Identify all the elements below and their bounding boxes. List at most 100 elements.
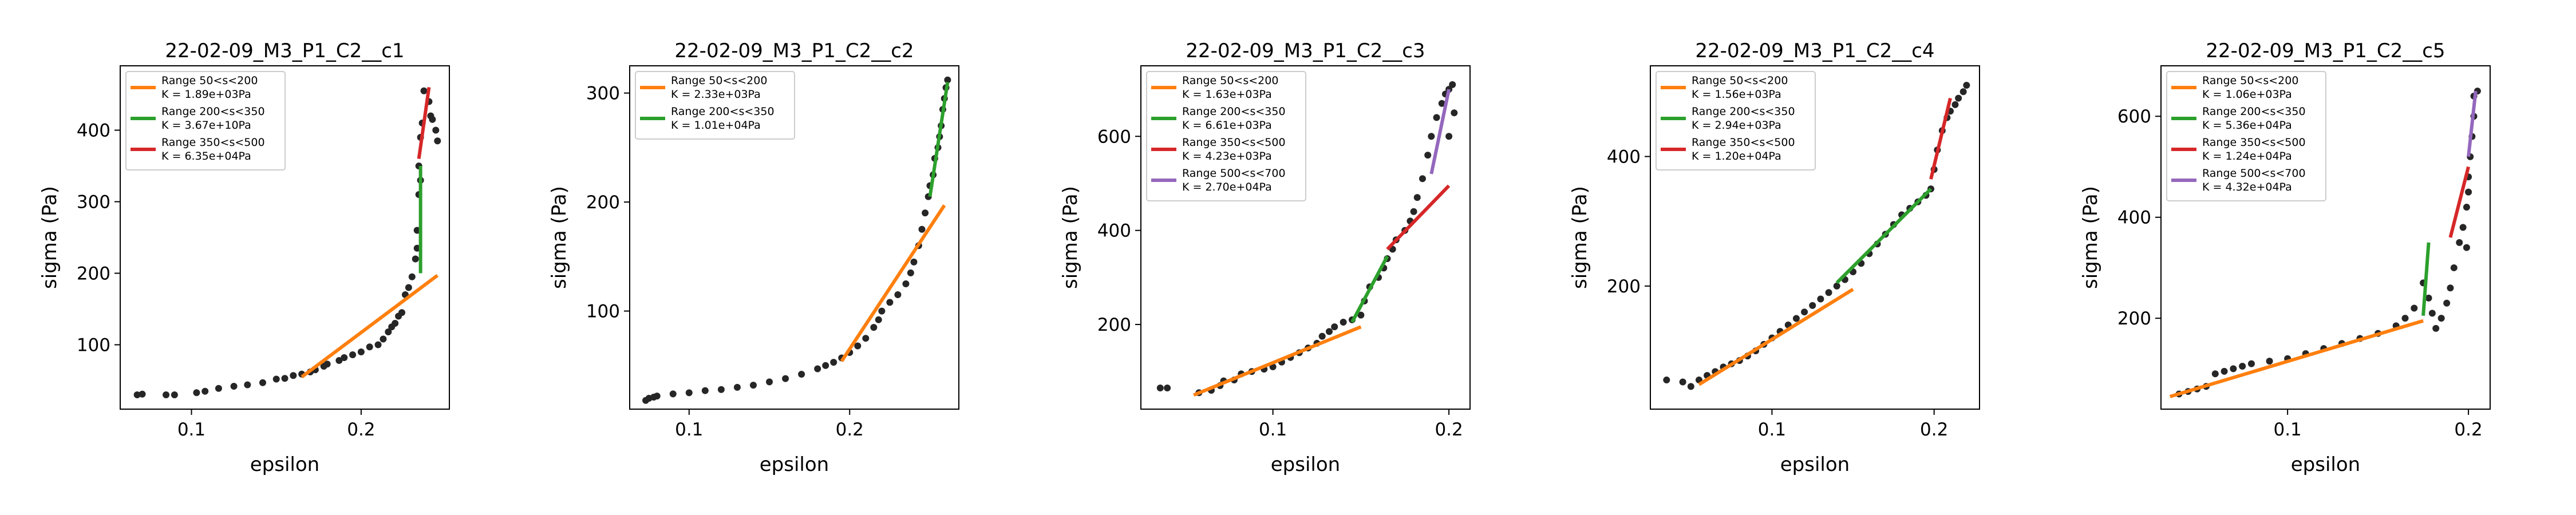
data-point — [1792, 315, 1800, 322]
legend-k-value: K = 1.56e+03Pa — [1692, 88, 1781, 101]
legend-label: Range 50<s<200 — [1182, 74, 1278, 87]
data-point — [2463, 204, 2470, 211]
legend-label: Range 350<s<500 — [1182, 136, 1286, 149]
fit-line — [928, 82, 950, 197]
legend-label: Range 200<s<350 — [1692, 105, 1795, 118]
legend-k-value: K = 6.61e+03Pa — [1182, 119, 1272, 132]
fit-line — [2421, 242, 2431, 316]
x-axis-label: epsilon — [760, 453, 829, 476]
data-point — [830, 359, 837, 366]
x-tick-label: 0.1 — [177, 419, 206, 440]
x-tick-label: 0.1 — [675, 419, 703, 440]
data-point — [1801, 308, 1808, 316]
fit-line — [417, 87, 431, 159]
data-point — [886, 299, 894, 306]
data-point — [862, 335, 870, 342]
data-point — [944, 76, 951, 84]
data-point — [766, 378, 773, 386]
data-point — [405, 284, 412, 291]
data-point — [733, 383, 741, 391]
data-point — [374, 341, 382, 348]
data-point — [412, 255, 419, 263]
data-point — [1809, 302, 1816, 309]
data-point — [1833, 282, 1840, 290]
fit-line — [1835, 187, 1933, 284]
y-tick-label: 200 — [2117, 308, 2151, 329]
data-point — [1424, 152, 1432, 159]
y-tick-label: 300 — [77, 192, 110, 213]
data-point — [420, 87, 428, 94]
legend-box — [1146, 71, 1306, 201]
data-point — [2211, 370, 2219, 378]
data-point — [1164, 385, 1171, 392]
data-point — [2411, 304, 2418, 312]
data-point — [1340, 318, 1347, 326]
data-point — [434, 137, 441, 145]
legend-label: Range 350<s<500 — [161, 136, 265, 149]
data-point — [335, 357, 343, 364]
data-point — [1951, 101, 1959, 108]
chart-title: 22-02-09_M3_P1_C2__c3 — [1186, 39, 1425, 62]
fit-line — [301, 274, 439, 379]
legend-label: Range 50<s<200 — [671, 74, 767, 87]
data-point — [1357, 311, 1365, 319]
legend-k-value: K = 6.35e+04Pa — [161, 150, 251, 163]
data-point — [202, 387, 209, 395]
data-point — [717, 386, 725, 393]
data-point — [171, 391, 178, 398]
data-point — [854, 342, 862, 350]
plot-frame — [1650, 65, 1980, 410]
legend-box — [2166, 71, 2326, 201]
x-tick-label: 0.2 — [2454, 419, 2482, 440]
data-point — [1449, 81, 1456, 88]
data-point — [1428, 133, 1435, 140]
data-point — [918, 225, 926, 233]
fit-line — [1386, 184, 1451, 251]
data-point — [1326, 328, 1333, 335]
x-tick-label: 0.1 — [2273, 419, 2301, 440]
data-point — [398, 309, 406, 316]
data-point — [392, 320, 399, 327]
y-tick-label: 200 — [586, 192, 620, 213]
legend-k-value: K = 1.06e+03Pa — [2202, 88, 2292, 101]
data-point — [244, 381, 251, 389]
data-point — [259, 379, 266, 386]
data-point — [1318, 332, 1326, 340]
plot-area — [2169, 88, 2481, 398]
data-point — [894, 291, 902, 298]
data-point — [798, 371, 805, 378]
fit-line — [2169, 319, 2424, 398]
y-tick-label: 200 — [77, 264, 110, 284]
chart-title: 22-02-09_M3_P1_C2__c1 — [165, 39, 404, 62]
fit-line — [1193, 325, 1362, 397]
data-point — [349, 351, 357, 358]
y-axis-label: sigma (Pa) — [38, 186, 61, 289]
legend-label: Range 350<s<500 — [1692, 136, 1795, 149]
legend-label: Range 200<s<350 — [161, 105, 265, 118]
y-tick-label: 400 — [1097, 221, 1131, 241]
data-point — [272, 375, 280, 383]
data-point — [2463, 244, 2470, 251]
data-point — [1438, 100, 1445, 107]
data-point — [878, 307, 886, 315]
legend-k-value: K = 2.94e+03Pa — [1692, 119, 1781, 132]
data-point — [2401, 315, 2409, 322]
y-tick-label: 400 — [1607, 146, 1641, 167]
data-point — [2221, 367, 2228, 375]
data-point — [910, 258, 918, 266]
data-point — [1959, 88, 1967, 96]
fit-line — [1429, 89, 1451, 175]
legend-k-value: K = 4.23e+03Pa — [1182, 150, 1272, 163]
legend-label: Range 50<s<200 — [1692, 74, 1788, 87]
x-tick-label: 0.2 — [1920, 419, 1948, 440]
data-point — [2456, 239, 2463, 246]
plot-area — [642, 76, 951, 404]
fit-line — [2448, 166, 2470, 238]
